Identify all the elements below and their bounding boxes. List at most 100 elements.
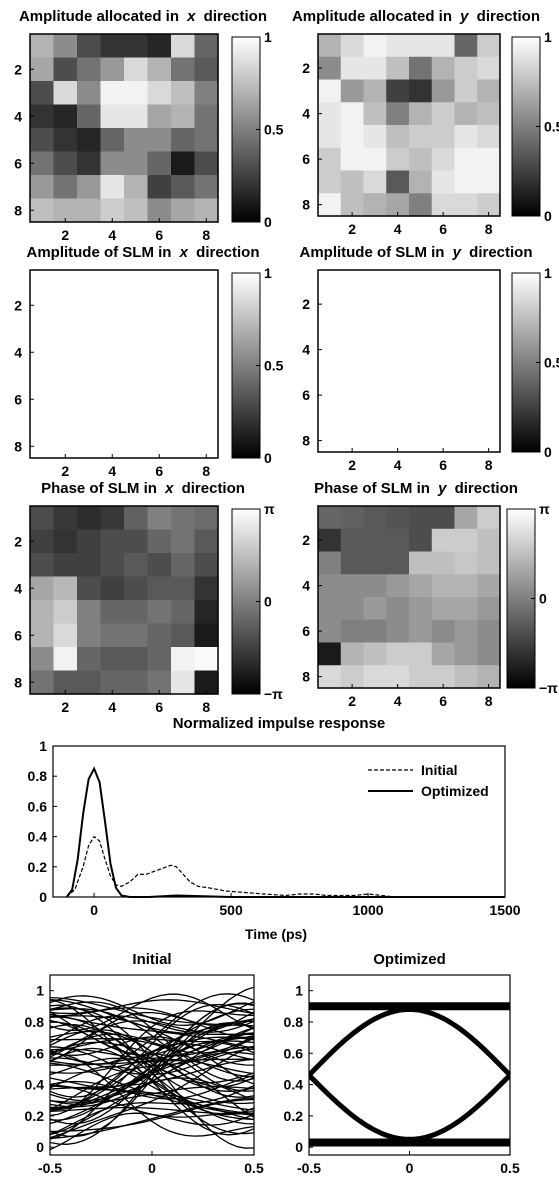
y-tick-label: 6 xyxy=(302,387,310,403)
heatmap-cell xyxy=(147,600,172,625)
eye-trace xyxy=(50,993,254,1032)
heatmap-cell xyxy=(409,574,433,598)
heatmap-cell xyxy=(454,619,478,644)
heatmap-cell xyxy=(386,125,410,149)
y-tick-label: 4 xyxy=(14,344,22,360)
y-tick-label: 0.4 xyxy=(28,829,48,845)
heatmap-cell xyxy=(409,34,433,58)
heatmap-cell xyxy=(30,151,55,176)
x-tick-label: 8 xyxy=(485,693,493,709)
title-axis-letter: y xyxy=(452,244,462,261)
heatmap-cell xyxy=(77,553,102,578)
colorbar-tick-label: 0.5 xyxy=(264,122,284,138)
eye-trace xyxy=(50,1030,254,1098)
heatmap-cell xyxy=(124,175,149,200)
heatmap-cell xyxy=(318,270,500,452)
heatmap-cell xyxy=(77,198,102,223)
heatmap-cell xyxy=(30,506,55,531)
heatmap-cell xyxy=(363,79,387,103)
heatmap-cell xyxy=(431,574,456,598)
plot-frame xyxy=(317,269,501,453)
heatmap-cell xyxy=(100,34,125,59)
title-part: direction xyxy=(473,8,541,25)
eye-trace xyxy=(50,1024,254,1084)
heatmap-cell xyxy=(386,619,410,644)
heatmap-cell xyxy=(363,619,387,644)
y-tick-label: 4 xyxy=(302,106,310,122)
heatmap-cell xyxy=(147,175,172,200)
colorbar-tick-label: 1 xyxy=(544,29,552,45)
eye-upper-curve xyxy=(309,1006,510,1077)
heatmap-cell xyxy=(100,151,125,176)
y-tick-label: 6 xyxy=(14,627,22,643)
y-tick-label: 2 xyxy=(14,61,22,77)
y-tick-label: 8 xyxy=(14,438,22,454)
title-axis-letter: x xyxy=(179,244,189,261)
heatmap-cell xyxy=(340,574,365,598)
title-part: direction xyxy=(177,480,245,497)
heatmap-cell xyxy=(171,57,196,82)
heatmap-cell xyxy=(194,175,219,200)
heatmap-cell xyxy=(409,79,433,103)
heatmap-cell xyxy=(194,647,219,672)
eye-trace xyxy=(50,1003,254,1098)
heatmap-cell xyxy=(340,528,365,553)
heatmap-cell xyxy=(386,102,410,126)
eye-trace xyxy=(50,1022,254,1138)
heatmap-cell xyxy=(477,619,501,644)
heatmap-cell xyxy=(30,529,55,554)
heatmap-cell xyxy=(431,551,456,575)
heatmap-cell xyxy=(30,57,55,82)
heatmap-cell xyxy=(124,104,149,129)
x-tick-label: 2 xyxy=(348,693,356,709)
x-tick-label: 2 xyxy=(348,221,356,237)
heatmap-cell xyxy=(340,665,365,689)
heatmap-cell xyxy=(363,125,387,149)
heatmap-cell xyxy=(454,528,478,553)
heatmap-cell xyxy=(431,528,456,553)
heatmap-cell xyxy=(454,642,478,666)
colorbar-tick-label: 0 xyxy=(544,208,552,224)
heatmap-cell xyxy=(171,600,196,625)
heatmap-cell xyxy=(318,193,342,217)
y-tick-label: 4 xyxy=(302,342,310,358)
x-tick-label: 6 xyxy=(439,457,447,473)
eye-trace xyxy=(50,1046,254,1121)
colorbar-tick-label: 1 xyxy=(264,29,272,45)
heatmap-cell xyxy=(30,34,55,59)
heatmap-cell xyxy=(53,529,78,554)
heatmap-cell xyxy=(318,170,342,194)
heatmap-cell xyxy=(318,79,342,103)
heatmap-cell xyxy=(53,151,78,176)
heatmap-cell xyxy=(409,56,433,81)
heatmap-cell xyxy=(171,34,196,59)
heatmap-cell xyxy=(386,551,410,575)
heatmap-cell xyxy=(386,147,410,172)
heatmap-cell xyxy=(100,623,125,648)
eye-trace xyxy=(50,1077,254,1121)
heatmap-cell xyxy=(171,506,196,531)
heatmap-cell xyxy=(477,147,501,172)
heatmap-cell xyxy=(386,528,410,553)
heatmap-cell xyxy=(363,56,387,81)
heatmap-cell xyxy=(194,506,219,531)
eye-trace xyxy=(50,1001,254,1082)
x-tick-label: 0.5 xyxy=(244,1160,264,1176)
heatmap-cell xyxy=(431,125,456,149)
heatmap-cell xyxy=(194,553,219,578)
heatmap-cell xyxy=(409,597,433,621)
heatmap-cell xyxy=(340,102,365,126)
title-part: Amplitude of SLM in xyxy=(26,244,175,261)
heatmap-cell xyxy=(363,551,387,575)
legend-label: Initial xyxy=(421,762,458,778)
y-tick-label: 0.4 xyxy=(25,1077,45,1093)
heatmap-cell xyxy=(318,574,342,598)
colorbar xyxy=(506,508,536,689)
heatmap-cell xyxy=(340,125,365,149)
colorbar-tick-label: 0 xyxy=(539,591,547,607)
heatmap-cell xyxy=(318,597,342,621)
y-tick-label: 0.2 xyxy=(25,1108,45,1124)
legend-label: Optimized xyxy=(421,783,489,799)
heatmap-cell xyxy=(147,506,172,531)
y-tick-label: 6 xyxy=(14,391,22,407)
